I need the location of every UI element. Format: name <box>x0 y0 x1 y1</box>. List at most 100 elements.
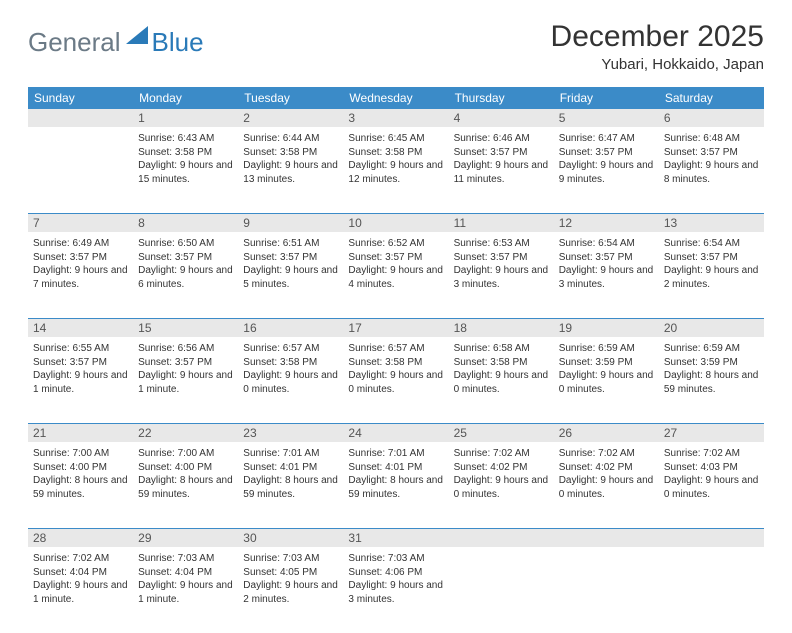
calendar-cell: Sunrise: 7:00 AMSunset: 4:00 PMDaylight:… <box>28 442 133 528</box>
day-number-cell: 24 <box>343 424 448 442</box>
cell-content: Sunrise: 7:03 AMSunset: 4:04 PMDaylight:… <box>138 550 233 606</box>
sunset-text: Sunset: 4:05 PM <box>243 566 338 580</box>
cell-content: Sunrise: 7:02 AMSunset: 4:02 PMDaylight:… <box>559 445 654 501</box>
calendar-cell: Sunrise: 7:00 AMSunset: 4:00 PMDaylight:… <box>133 442 238 528</box>
daylight-text: Daylight: 8 hours and 59 minutes. <box>33 474 128 501</box>
header: General Blue December 2025 Yubari, Hokka… <box>28 20 764 73</box>
day-number: 21 <box>28 424 133 442</box>
daylight-text: Daylight: 9 hours and 4 minutes. <box>348 264 443 291</box>
day-number-cell: 27 <box>659 424 764 442</box>
daylight-text: Daylight: 9 hours and 15 minutes. <box>138 159 233 186</box>
daylight-text: Daylight: 9 hours and 2 minutes. <box>664 264 759 291</box>
daylight-text: Daylight: 8 hours and 59 minutes. <box>243 474 338 501</box>
cell-content: Sunrise: 6:52 AMSunset: 3:57 PMDaylight:… <box>348 235 443 291</box>
daylight-text: Daylight: 8 hours and 59 minutes. <box>348 474 443 501</box>
day-number: 11 <box>449 214 554 232</box>
day-number-cell <box>554 529 659 547</box>
calendar-cell: Sunrise: 6:43 AMSunset: 3:58 PMDaylight:… <box>133 127 238 213</box>
day-number-cell: 30 <box>238 529 343 547</box>
day-number-cell: 13 <box>659 214 764 232</box>
day-number-cell: 9 <box>238 214 343 232</box>
sunrise-text: Sunrise: 6:54 AM <box>559 237 654 251</box>
cell-content: Sunrise: 6:57 AMSunset: 3:58 PMDaylight:… <box>348 340 443 396</box>
day-number: 30 <box>238 529 343 547</box>
daylight-text: Daylight: 9 hours and 3 minutes. <box>454 264 549 291</box>
cell-content: Sunrise: 6:49 AMSunset: 3:57 PMDaylight:… <box>33 235 128 291</box>
sunrise-text: Sunrise: 7:02 AM <box>559 447 654 461</box>
sunrise-text: Sunrise: 7:01 AM <box>243 447 338 461</box>
day-number: 6 <box>659 109 764 127</box>
day-number: 24 <box>343 424 448 442</box>
sunrise-text: Sunrise: 6:59 AM <box>559 342 654 356</box>
sunset-text: Sunset: 3:57 PM <box>33 356 128 370</box>
day-number-cell: 22 <box>133 424 238 442</box>
day-header: Tuesday <box>238 87 343 109</box>
sunrise-text: Sunrise: 6:59 AM <box>664 342 759 356</box>
day-number: 7 <box>28 214 133 232</box>
sunset-text: Sunset: 4:06 PM <box>348 566 443 580</box>
daylight-text: Daylight: 9 hours and 3 minutes. <box>348 579 443 606</box>
daylight-text: Daylight: 9 hours and 0 minutes. <box>243 369 338 396</box>
calendar-cell: Sunrise: 6:49 AMSunset: 3:57 PMDaylight:… <box>28 232 133 318</box>
sunrise-text: Sunrise: 6:53 AM <box>454 237 549 251</box>
daylight-text: Daylight: 9 hours and 3 minutes. <box>559 264 654 291</box>
sunset-text: Sunset: 3:58 PM <box>243 356 338 370</box>
daylight-text: Daylight: 9 hours and 11 minutes. <box>454 159 549 186</box>
sunset-text: Sunset: 3:57 PM <box>138 251 233 265</box>
day-number-cell: 1 <box>133 109 238 127</box>
day-number: 10 <box>343 214 448 232</box>
sunset-text: Sunset: 4:04 PM <box>33 566 128 580</box>
calendar-cell: Sunrise: 6:53 AMSunset: 3:57 PMDaylight:… <box>449 232 554 318</box>
cell-content: Sunrise: 6:55 AMSunset: 3:57 PMDaylight:… <box>33 340 128 396</box>
cell-content: Sunrise: 6:51 AMSunset: 3:57 PMDaylight:… <box>243 235 338 291</box>
sunrise-text: Sunrise: 6:52 AM <box>348 237 443 251</box>
day-number-cell: 4 <box>449 109 554 127</box>
calendar-cell: Sunrise: 6:45 AMSunset: 3:58 PMDaylight:… <box>343 127 448 213</box>
sunrise-text: Sunrise: 6:45 AM <box>348 132 443 146</box>
cell-content: Sunrise: 6:46 AMSunset: 3:57 PMDaylight:… <box>454 130 549 186</box>
cell-content: Sunrise: 6:54 AMSunset: 3:57 PMDaylight:… <box>559 235 654 291</box>
sunrise-text: Sunrise: 6:50 AM <box>138 237 233 251</box>
sunset-text: Sunset: 3:58 PM <box>454 356 549 370</box>
cell-content: Sunrise: 6:48 AMSunset: 3:57 PMDaylight:… <box>664 130 759 186</box>
calendar-cell: Sunrise: 6:59 AMSunset: 3:59 PMDaylight:… <box>554 337 659 423</box>
calendar-cell: Sunrise: 6:55 AMSunset: 3:57 PMDaylight:… <box>28 337 133 423</box>
day-number-cell <box>659 529 764 547</box>
calendar-cell: Sunrise: 7:03 AMSunset: 4:04 PMDaylight:… <box>133 547 238 633</box>
daylight-text: Daylight: 9 hours and 1 minute. <box>138 369 233 396</box>
sunrise-text: Sunrise: 7:02 AM <box>454 447 549 461</box>
logo-triangle-icon <box>126 26 148 49</box>
daylight-text: Daylight: 9 hours and 0 minutes. <box>559 369 654 396</box>
cell-content: Sunrise: 7:03 AMSunset: 4:05 PMDaylight:… <box>243 550 338 606</box>
day-number: 26 <box>554 424 659 442</box>
calendar-cell: Sunrise: 7:02 AMSunset: 4:04 PMDaylight:… <box>28 547 133 633</box>
day-number: 20 <box>659 319 764 337</box>
sunset-text: Sunset: 4:00 PM <box>33 461 128 475</box>
daylight-text: Daylight: 9 hours and 0 minutes. <box>559 474 654 501</box>
location-label: Yubari, Hokkaido, Japan <box>551 56 764 73</box>
sunrise-text: Sunrise: 6:51 AM <box>243 237 338 251</box>
page-title: December 2025 <box>551 20 764 54</box>
day-number: 13 <box>659 214 764 232</box>
calendar-cell: Sunrise: 6:44 AMSunset: 3:58 PMDaylight:… <box>238 127 343 213</box>
day-number: 5 <box>554 109 659 127</box>
day-number-cell: 2 <box>238 109 343 127</box>
sunset-text: Sunset: 4:00 PM <box>138 461 233 475</box>
day-number: 16 <box>238 319 343 337</box>
day-number: 8 <box>133 214 238 232</box>
sunrise-text: Sunrise: 7:03 AM <box>138 552 233 566</box>
sunset-text: Sunset: 3:59 PM <box>559 356 654 370</box>
calendar-cell <box>659 547 764 633</box>
daylight-text: Daylight: 9 hours and 6 minutes. <box>138 264 233 291</box>
cell-content: Sunrise: 7:00 AMSunset: 4:00 PMDaylight:… <box>138 445 233 501</box>
cell-content: Sunrise: 7:03 AMSunset: 4:06 PMDaylight:… <box>348 550 443 606</box>
calendar-cell: Sunrise: 7:03 AMSunset: 4:06 PMDaylight:… <box>343 547 448 633</box>
daylight-text: Daylight: 9 hours and 9 minutes. <box>559 159 654 186</box>
sunrise-text: Sunrise: 6:58 AM <box>454 342 549 356</box>
day-number-cell: 11 <box>449 214 554 232</box>
cell-content: Sunrise: 6:54 AMSunset: 3:57 PMDaylight:… <box>664 235 759 291</box>
day-number: 27 <box>659 424 764 442</box>
sunset-text: Sunset: 3:57 PM <box>559 146 654 160</box>
sunset-text: Sunset: 3:57 PM <box>664 251 759 265</box>
daylight-text: Daylight: 9 hours and 1 minute. <box>138 579 233 606</box>
